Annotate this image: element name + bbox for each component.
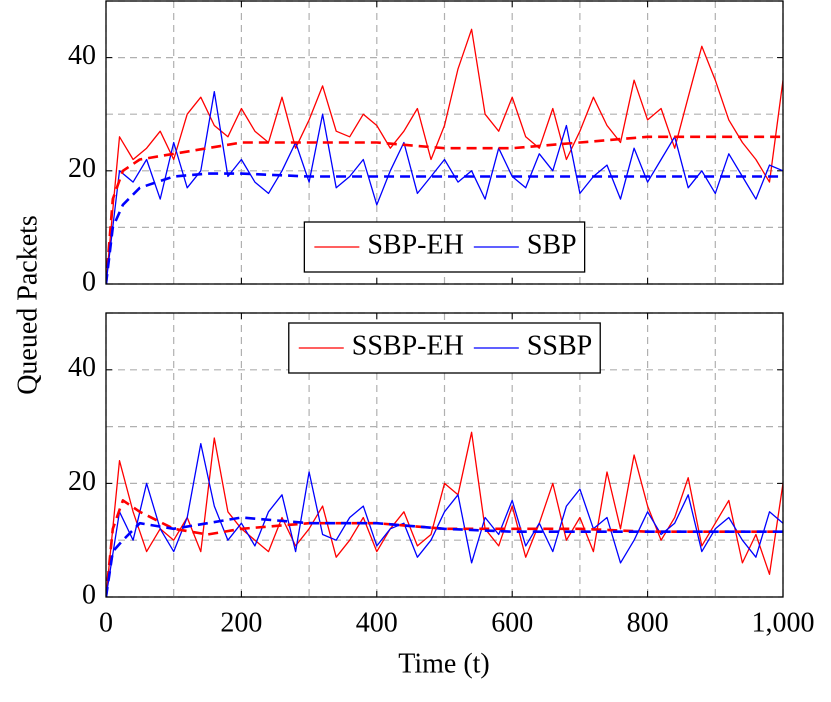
y-tick-label: 20	[68, 466, 96, 497]
y-tick-label: 0	[82, 266, 96, 297]
series-line	[106, 442, 783, 597]
average-line	[106, 172, 783, 284]
y-tick-label: 0	[82, 579, 96, 610]
legend-label: SBP-EH	[367, 229, 463, 260]
plot-lines	[106, 431, 783, 597]
x-tick-label: 800	[627, 607, 669, 638]
y-tick-label: 40	[68, 352, 96, 383]
x-tick-label: 200	[220, 607, 262, 638]
average-line	[106, 516, 783, 597]
y-axis-label: Queued Packets	[12, 215, 43, 395]
y-tick-label: 40	[68, 40, 96, 71]
x-tick-label: 0	[99, 607, 113, 638]
legend: SBP-EH SBP	[303, 221, 586, 273]
plot-frame	[105, 312, 784, 598]
average-line	[106, 135, 783, 284]
panel: 0 200 400 600 800 1,000 0 20 40 SSBP-EH SSBP	[68, 312, 815, 638]
legend-label: SBP	[527, 229, 577, 260]
series-line	[106, 28, 783, 284]
x-axis-label: Time (t)	[398, 648, 490, 679]
y-tick-label: 20	[68, 153, 96, 184]
legend-label: SSBP-EH	[352, 330, 464, 361]
x-tick-label: 1,000	[752, 607, 815, 638]
legend-label: SSBP	[527, 330, 592, 361]
plot-lines	[106, 28, 783, 284]
series-line	[106, 90, 783, 284]
series-line	[106, 431, 783, 597]
x-tick-label: 600	[491, 607, 533, 638]
legend: SSBP-EH SSBP	[288, 322, 601, 374]
plot-frame	[105, 0, 784, 285]
panel: 0 20 40 SBP-EH SBP	[68, 0, 784, 297]
x-tick-label: 400	[356, 607, 398, 638]
